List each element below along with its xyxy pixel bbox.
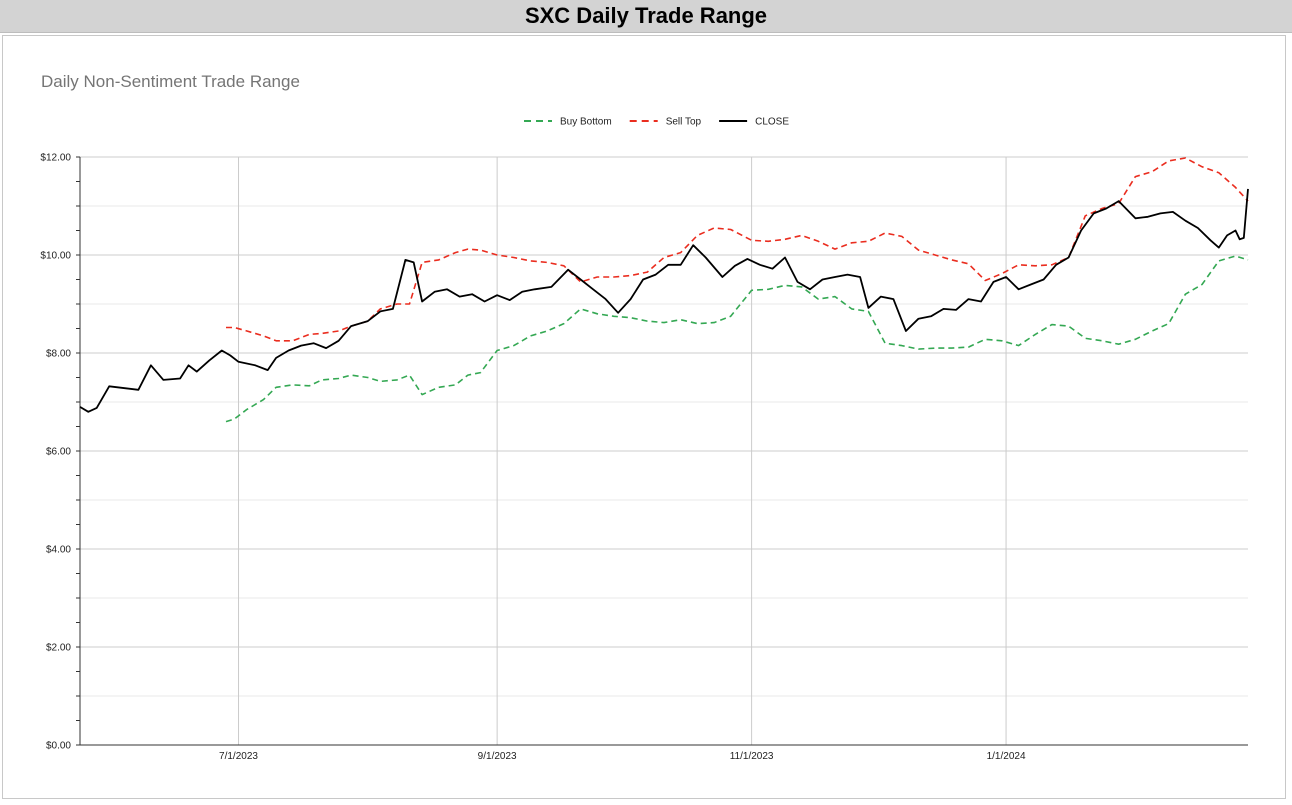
y-tick-label: $6.00	[46, 447, 71, 458]
sheet-title: SXC Daily Trade Range	[524, 3, 768, 28]
legend-label-buy-bottom: Buy Bottom	[560, 117, 612, 128]
sheet-title-bar: SXC Daily Trade Range	[0, 0, 1292, 33]
chart-title: Daily Non-Sentiment Trade Range	[41, 72, 300, 91]
legend: Buy Bottom Sell Top CLOSE	[524, 117, 789, 128]
series-line-close	[79, 188, 1249, 413]
series-line-buy-bottom	[225, 255, 1249, 423]
y-tick-label: $8.00	[46, 349, 71, 360]
legend-label-sell-top: Sell Top	[666, 117, 702, 128]
series-line-sell-top	[226, 157, 1249, 342]
x-tick-label: 7/1/2023	[219, 751, 258, 762]
y-tick-label: $2.00	[46, 643, 71, 654]
chart-frame[interactable]	[2, 35, 1286, 799]
y-tick-label: $0.00	[46, 741, 71, 752]
y-tick-label: $12.00	[40, 153, 71, 164]
x-tick-label: 1/1/2024	[987, 751, 1026, 762]
axes: $0.00 $2.00 $4.00 $6.00 $8.00 $10.00 $12.00 7/1…	[40, 153, 1248, 762]
y-tick-label: $10.00	[40, 251, 71, 262]
y-tick-label: $4.00	[46, 545, 71, 556]
x-tick-label: 9/1/2023	[478, 751, 517, 762]
series-layer	[79, 157, 1249, 423]
legend-label-close: CLOSE	[755, 117, 789, 128]
x-tick-label: 11/1/2023	[730, 751, 774, 762]
